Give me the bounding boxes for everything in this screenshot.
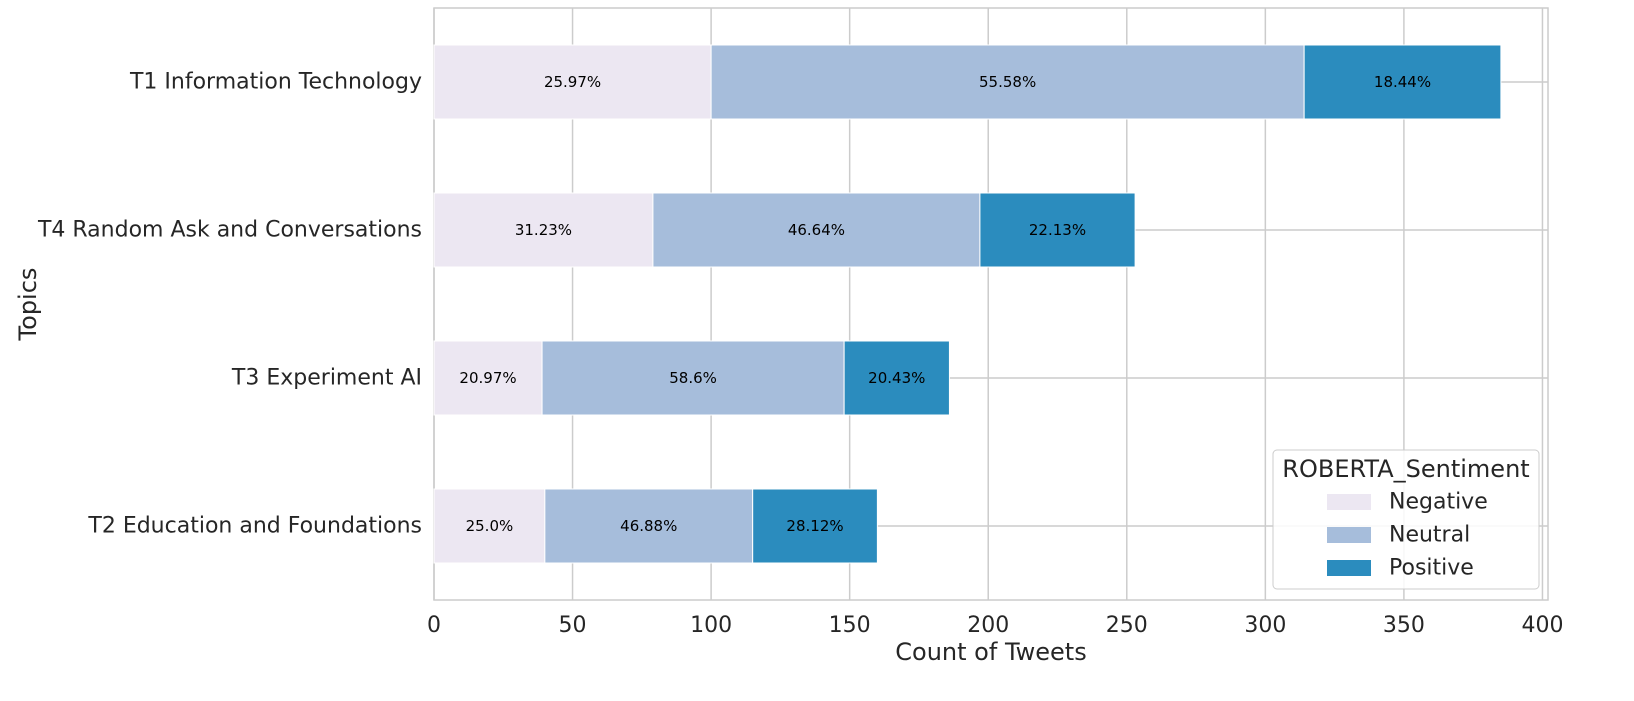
bar-neutral-4 <box>544 488 754 564</box>
bar-neutral-1 <box>710 44 1305 120</box>
x-tick-label: 350 <box>1383 613 1425 638</box>
bar-positive-3 <box>843 340 950 416</box>
plot-frame <box>433 7 1549 601</box>
bar-neutral-3 <box>541 340 845 416</box>
bar-data-label: 22.13% <box>1029 221 1086 239</box>
legend: ROBERTA_Sentiment Negative Neutral Positiv… <box>1272 449 1540 590</box>
legend-label-positive: Positive <box>1389 556 1474 581</box>
bar-negative-4 <box>433 488 546 564</box>
y-tick-label: T3 Experiment AI <box>231 366 422 391</box>
x-tick-labels: 0 50 100 150 200 250 300 350 400 <box>427 613 1563 638</box>
bar-data-label: 18.44% <box>1374 73 1431 91</box>
bar-data-label: 25.97% <box>544 73 601 91</box>
legend-label-neutral: Neutral <box>1389 523 1470 548</box>
bar-data-label: 28.12% <box>786 517 843 535</box>
bar-data-label: 20.97% <box>459 369 516 387</box>
legend-label-negative: Negative <box>1389 490 1488 515</box>
y-tick-label: T1 Information Technology <box>129 70 422 95</box>
bar-data-label: 46.64% <box>788 221 845 239</box>
x-tick-label: 0 <box>427 613 441 638</box>
bar-negative-2 <box>433 192 654 268</box>
bar-data-label: 20.43% <box>868 369 925 387</box>
x-tick-label: 100 <box>690 613 732 638</box>
legend-box <box>1272 449 1540 590</box>
y-tick-label: T2 Education and Foundations <box>87 514 422 539</box>
x-tick-label: 200 <box>967 613 1009 638</box>
bar-negative-1 <box>433 44 712 120</box>
y-axis-title: Topics <box>14 268 42 342</box>
bar-positive-2 <box>979 192 1136 268</box>
bar-data-label: 25.0% <box>466 517 514 535</box>
bar-data-label: 55.58% <box>979 73 1036 91</box>
x-axis-title: Count of Tweets <box>895 638 1086 666</box>
legend-items: Negative Neutral Positive <box>1327 490 1488 581</box>
x-tick-label: 250 <box>1106 613 1148 638</box>
bar-data-label: 46.88% <box>620 517 677 535</box>
bar-data-label: 31.23% <box>515 221 572 239</box>
legend-swatch-positive <box>1327 560 1371 576</box>
x-tick-label: 50 <box>559 613 587 638</box>
x-tick-label: 400 <box>1521 613 1563 638</box>
x-tick-label: 150 <box>829 613 871 638</box>
bars <box>433 44 1502 564</box>
legend-swatch-negative <box>1327 494 1371 510</box>
legend-title: ROBERTA_Sentiment <box>1282 455 1529 483</box>
bar-data-label: 58.6% <box>669 369 717 387</box>
bar-positive-1 <box>1303 44 1502 120</box>
y-tick-labels: T1 Information Technology T4 Random Ask a… <box>37 70 422 539</box>
bar-neutral-2 <box>652 192 981 268</box>
x-tick-label: 300 <box>1244 613 1286 638</box>
bar-labels: 25.97% 55.58% 18.44% 31.23% 46.64% 22.13% 20.9… <box>459 73 1431 535</box>
bar-positive-4 <box>752 488 878 564</box>
legend-swatch-neutral <box>1327 527 1371 543</box>
y-tick-label: T4 Random Ask and Conversations <box>37 218 422 243</box>
